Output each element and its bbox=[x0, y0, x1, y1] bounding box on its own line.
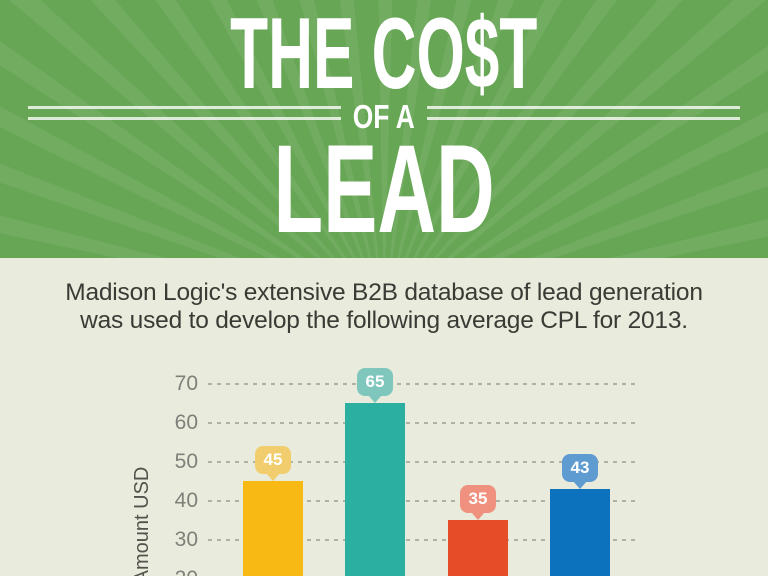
divider-line-left bbox=[28, 106, 341, 120]
main-title-top: THE CO$T bbox=[0, 0, 768, 110]
gridline-50 bbox=[208, 460, 637, 463]
y-tick-label-70: 70 bbox=[174, 371, 198, 395]
header-banner: THE CO$T OF A LEAD bbox=[0, 0, 768, 258]
value-bubble-45: 45 bbox=[255, 446, 291, 481]
value-bubble-65: 65 bbox=[357, 368, 393, 403]
y-tick-label-50: 50 bbox=[174, 449, 198, 473]
title-divider: OF A bbox=[0, 100, 768, 133]
bubble-pointer bbox=[573, 481, 587, 489]
gridline-70 bbox=[208, 382, 637, 385]
bubble-value: 35 bbox=[468, 489, 488, 508]
gridline-30 bbox=[208, 538, 637, 541]
main-title-word: LEAD bbox=[0, 120, 768, 259]
bubble-value: 65 bbox=[365, 372, 385, 391]
gridline-40 bbox=[208, 499, 637, 502]
bar-65 bbox=[345, 403, 405, 576]
intro-line-2: was used to develop the following averag… bbox=[80, 306, 688, 334]
bubble-pointer bbox=[368, 395, 382, 403]
bar-43 bbox=[550, 489, 610, 576]
bar-45 bbox=[243, 481, 303, 576]
value-bubble-35: 35 bbox=[460, 485, 496, 520]
y-tick-label-40: 40 bbox=[174, 488, 198, 512]
y-tick-label-30: 30 bbox=[174, 527, 198, 551]
main-title-top-text: THE CO$T bbox=[230, 0, 538, 110]
y-tick-label-60: 60 bbox=[174, 410, 198, 434]
main-title-word-text: LEAD bbox=[273, 120, 495, 259]
value-bubble-43: 43 bbox=[562, 454, 598, 489]
divider-line-right bbox=[427, 106, 740, 120]
bubble-value: 43 bbox=[570, 458, 590, 477]
divider-label-box: OF A bbox=[341, 98, 427, 135]
bubble-pointer bbox=[471, 512, 485, 520]
gridline-60 bbox=[208, 421, 637, 424]
divider-label: OF A bbox=[352, 98, 416, 135]
intro-line-1: Madison Logic's extensive B2B database o… bbox=[65, 279, 703, 306]
bubble-pointer bbox=[266, 473, 280, 481]
bar-35 bbox=[448, 520, 508, 576]
y-tick-label-20: 20 bbox=[128, 567, 198, 576]
bubble-value: 45 bbox=[263, 450, 283, 469]
intro-text: Madison Logic's extensive B2B database o… bbox=[0, 279, 768, 334]
